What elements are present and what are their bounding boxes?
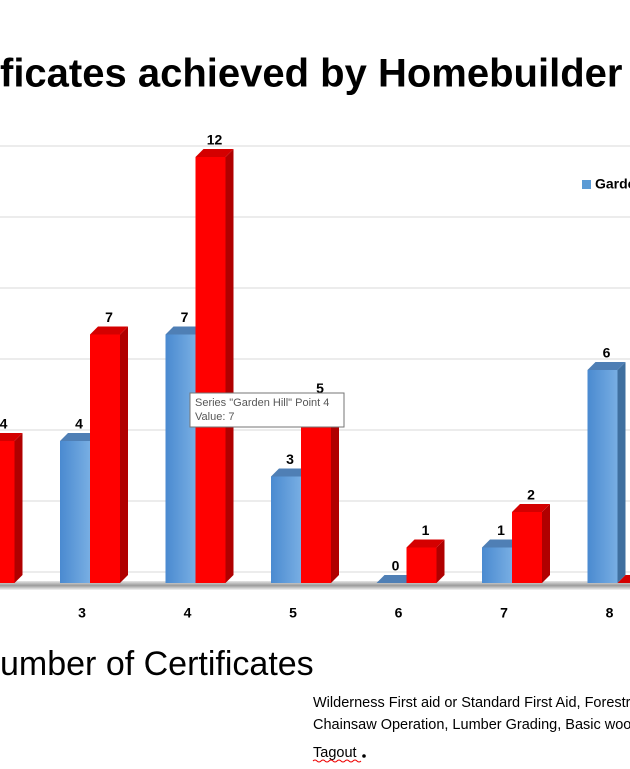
bar-front [60,441,90,583]
data-label: 1 [497,522,505,538]
bar-top [165,326,204,335]
tooltip-box [189,392,345,428]
chart-title: ficates achieved by Homebuilder [0,52,622,96]
bar-side [436,539,445,583]
data-label: 12 [207,132,223,148]
bar-top [617,575,630,583]
bar-side [331,397,339,583]
bar-front [406,547,437,583]
data-label: 5 [316,380,324,396]
data-label: 4 [75,416,83,432]
bar-front [512,512,542,583]
bar-side [542,504,550,583]
bar [406,539,445,583]
bar-front [587,370,618,583]
x-tick-label: 8 [606,605,614,621]
bar-top [376,575,415,583]
bar [617,575,630,583]
bar-side [617,362,626,583]
bar [512,504,550,583]
bar-top [60,433,98,441]
bar-front [165,334,196,583]
x-axis-title: umber of Certificates [0,645,314,683]
bar [195,149,234,583]
bar-front [90,334,120,583]
data-label: 6 [603,345,611,361]
bar-top [271,468,309,477]
floor [0,581,630,590]
bar [376,575,415,583]
data-label: 7 [181,309,189,325]
bar-top [587,362,626,370]
x-tick-label: 4 [184,605,192,621]
data-label: 3 [286,451,294,467]
note-line: Tagout [313,745,357,761]
note-line: Chainsaw Operation, Lumber Grading, Basi… [313,717,630,733]
data-label: 2 [527,487,535,503]
data-label: 0 [392,558,400,574]
bar-side [225,149,234,583]
x-tick-label: 5 [289,605,297,621]
bar-front [301,405,331,583]
bar-side [120,326,128,583]
bar-front [271,476,301,583]
bullet [362,754,366,758]
spell-underline [312,759,362,763]
data-label: 7 [105,309,113,325]
bar-top [0,433,23,441]
x-tick-label: 7 [500,605,508,621]
bar-top [195,149,234,157]
bar-side [14,433,23,583]
data-label: 4 [0,416,8,432]
bar-top [512,504,550,512]
x-tick-label: 3 [78,605,86,621]
legend-label: Garden Hill [595,176,630,192]
bar-front [0,441,15,583]
legend-swatch [582,180,591,189]
bar [0,433,23,583]
tooltip-line: Series "Garden Hill" Point 4 [195,397,329,409]
bar-top [482,539,520,548]
x-tick-label: 6 [395,605,403,621]
data-label: 1 [422,522,430,538]
note-line: Wilderness First aid or Standard First A… [313,695,630,711]
bar-front [195,157,226,583]
bar-front [482,547,512,583]
bar [587,362,626,583]
bar-top [90,326,128,335]
tooltip-line: Value: 7 [195,411,235,423]
bar [90,326,128,583]
bar-top [406,539,445,548]
